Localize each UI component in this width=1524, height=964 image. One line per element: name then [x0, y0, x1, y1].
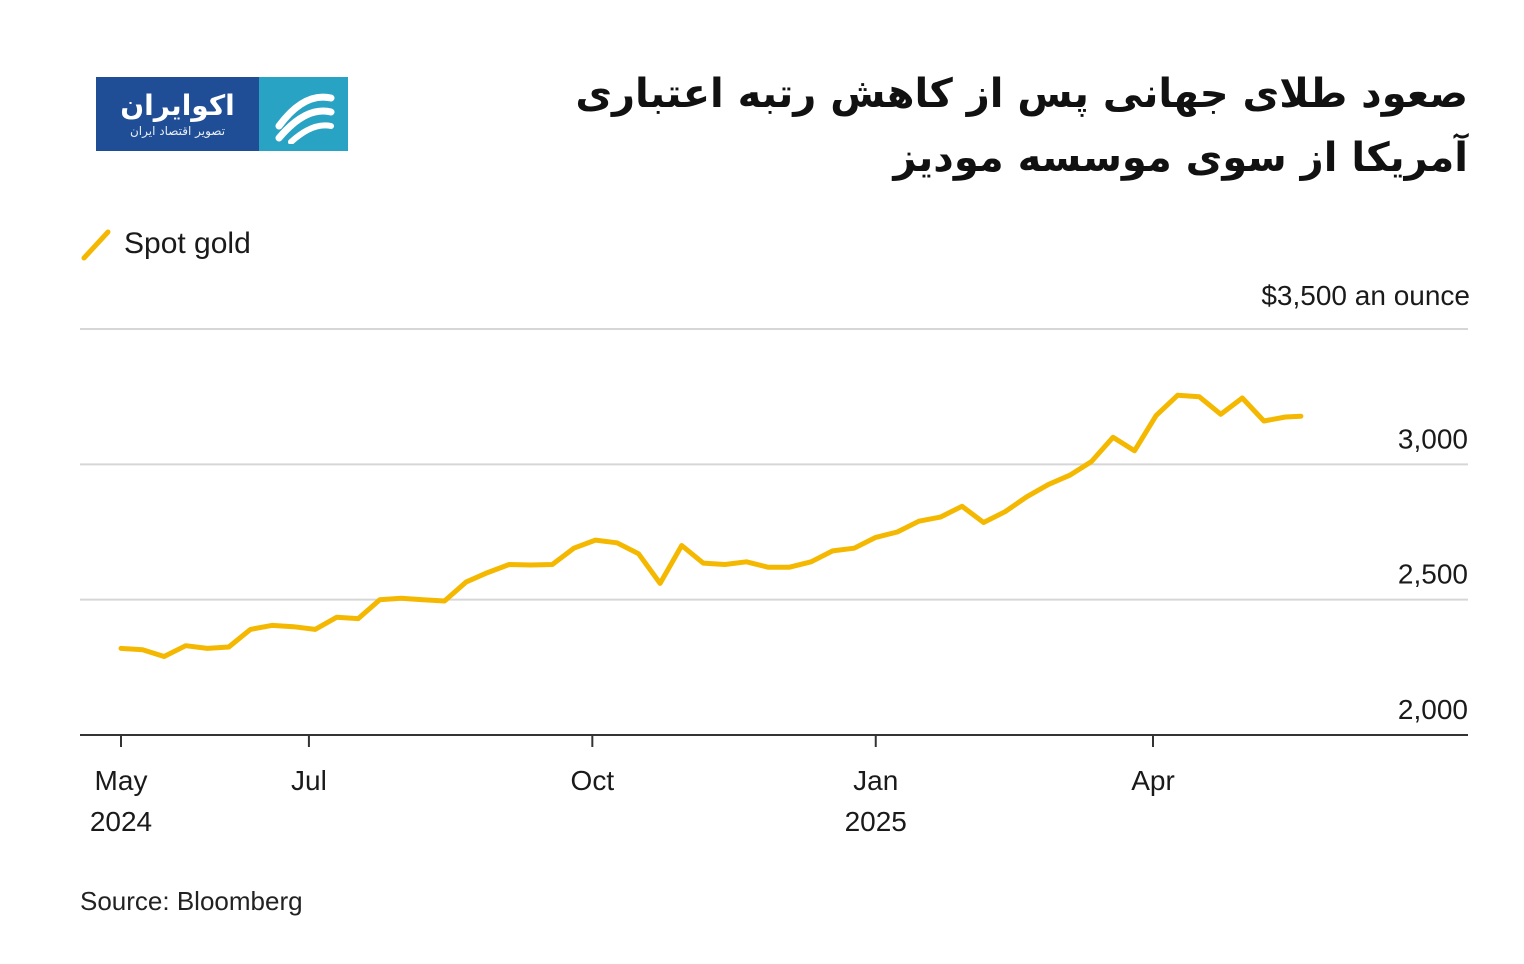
source-note: Source: Bloomberg [80, 886, 303, 916]
logo-text-block: اکوایران تصویر اقتصاد ایران [96, 77, 259, 151]
x-tick-year-label: 2024 [90, 806, 152, 837]
ecoiran-logo: اکوایران تصویر اقتصاد ایران [96, 77, 348, 151]
x-tick-label: Oct [571, 765, 615, 796]
tick-labels: 2,000 2,500 3,000 May 2024 Jul Oct Jan 2025 Apr [90, 423, 1468, 837]
logo-name: اکوایران [120, 89, 235, 122]
logo-mark-icon [259, 77, 348, 151]
logo-tagline: تصویر اقتصاد ایران [129, 124, 226, 138]
chart-title: صعود طلای جهانی پس از کاهش رتبه اعتباری … [575, 71, 1468, 181]
x-tick-label: May [95, 765, 148, 796]
x-tick-year-label: 2025 [845, 806, 907, 837]
x-tick-label: Apr [1131, 765, 1175, 796]
series-layer [118, 392, 1304, 659]
x-tick-label: Jan [853, 765, 898, 796]
y-tick-label: 3,000 [1398, 423, 1468, 454]
series-line-spot-gold [118, 392, 1304, 659]
legend-label: Spot gold [124, 227, 251, 260]
y-tick-label: 2,000 [1398, 694, 1468, 725]
chart-legend: Spot gold [80, 226, 251, 262]
x-axis [80, 734, 1468, 747]
y-tick-label: 2,500 [1398, 559, 1468, 590]
legend-line-icon [81, 229, 111, 261]
gridlines [80, 328, 1468, 601]
x-tick-label: Jul [291, 765, 327, 796]
y-axis-unit-label: $3,500 an ounce [1261, 280, 1470, 311]
